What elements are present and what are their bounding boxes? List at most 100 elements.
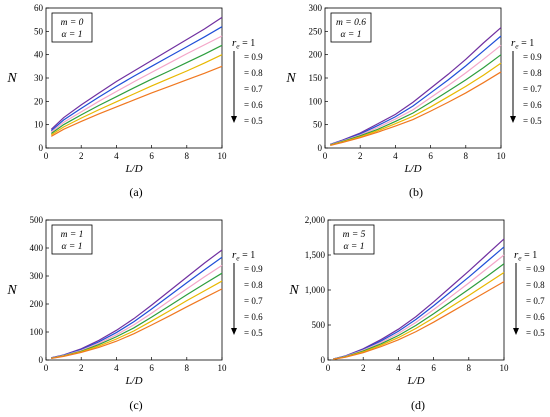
y-tick-label: 0: [39, 355, 44, 365]
parameter-label: m = 0.6: [336, 18, 366, 28]
y-tick-label: 10: [34, 120, 44, 130]
parameter-box: [330, 12, 372, 43]
x-tick-label: 0: [44, 363, 49, 373]
legend-entry: = 0.8: [244, 280, 263, 290]
series-line-6: [50, 65, 223, 137]
x-tick-label: 8: [467, 363, 472, 373]
x-tick-label: 8: [464, 151, 469, 161]
legend-title: re = 1: [511, 37, 534, 51]
y-axis-label: N: [285, 71, 296, 86]
panel-caption: (a): [129, 185, 142, 199]
series-line-3: [333, 254, 505, 360]
legend-entry: = 0.7: [526, 296, 545, 306]
series-line-5: [333, 271, 505, 360]
series-line-6: [51, 288, 223, 360]
legend-arrow-head: [231, 116, 237, 123]
y-tick-label: 20: [34, 96, 44, 106]
series-line-4: [51, 272, 223, 359]
series-line-4: [330, 54, 502, 146]
series-line-4: [333, 263, 505, 360]
legend-entry: = 0.7: [523, 84, 542, 94]
series-line-1: [50, 16, 223, 130]
chart-panel-1: 0 2 4 6 8 10 0 10 20 30 40 50 60 L/D Nm = 0 α = 1 re = 1…: [6, 3, 263, 199]
legend-entry: = 0.8: [244, 68, 263, 78]
x-tick-label: 4: [393, 151, 398, 161]
legend-entry: = 0.8: [523, 68, 542, 78]
x-tick-label: 8: [185, 363, 190, 373]
panel-caption: (b): [409, 185, 423, 199]
x-tick-label: 0: [44, 151, 49, 161]
legend-arrow-head: [513, 328, 519, 335]
x-axis-label: L/D: [124, 163, 142, 175]
series-line-2: [330, 35, 502, 146]
legend-title: re = 1: [232, 37, 255, 51]
parameter-box: [51, 12, 93, 43]
y-tick-label: 40: [34, 50, 44, 60]
y-tick-label: 50: [34, 26, 44, 36]
x-tick-label: 6: [428, 151, 433, 161]
legend-entry: = 0.6: [244, 312, 263, 322]
x-tick-label: 2: [358, 151, 363, 161]
legend-entry: = 0.9: [523, 52, 542, 62]
x-axis-label: L/D: [406, 375, 424, 387]
legend-entry: = 0.5: [244, 328, 263, 338]
y-axis-label: N: [6, 283, 17, 298]
legend-entry: = 0.5: [523, 116, 542, 126]
series-line-2: [333, 246, 505, 360]
y-tick-label: 250: [309, 26, 323, 36]
series-line-4: [50, 44, 223, 135]
y-tick-label: 0: [321, 355, 326, 365]
series-line-3: [330, 44, 502, 146]
parameter-label: α = 1: [344, 242, 365, 252]
series-line-5: [50, 54, 223, 136]
y-tick-label: 100: [30, 327, 44, 337]
x-tick-label: 0: [326, 363, 331, 373]
x-tick-label: 2: [361, 363, 366, 373]
y-tick-label: 1,000: [305, 285, 326, 295]
parameter-box: [51, 224, 93, 255]
legend-entry: = 0.6: [523, 100, 542, 110]
legend-entry: = 0.9: [244, 52, 263, 62]
parameter-label: α = 1: [341, 30, 362, 40]
x-axis-label: L/D: [403, 163, 421, 175]
legend-entry: = 0.8: [526, 280, 545, 290]
series-line-2: [51, 256, 223, 359]
legend-entry: = 0.6: [526, 312, 545, 322]
y-tick-label: 150: [309, 73, 323, 83]
y-tick-label: 500: [30, 215, 44, 225]
x-tick-label: 4: [396, 363, 401, 373]
parameter-label: α = 1: [62, 30, 83, 40]
x-tick-label: 6: [149, 363, 154, 373]
x-tick-label: 6: [431, 363, 436, 373]
plot-frame: [45, 219, 223, 361]
y-tick-label: 0: [318, 143, 323, 153]
series-line-1: [333, 238, 505, 360]
x-tick-label: 10: [500, 363, 510, 373]
chart-panel-4: 0 2 4 6 8 10 0 500 1,000 1,500 2,000 L/D Nm = 5 α = 1…: [288, 215, 545, 412]
series-line-2: [50, 26, 223, 132]
parameter-label: m = 0: [61, 18, 84, 28]
panel-caption: (d): [411, 398, 425, 412]
y-tick-label: 200: [309, 50, 323, 60]
x-tick-label: 10: [497, 151, 507, 161]
x-tick-label: 2: [79, 363, 84, 373]
y-tick-label: 60: [34, 3, 44, 13]
y-tick-label: 300: [309, 3, 323, 13]
series-line-6: [333, 281, 505, 360]
x-tick-label: 6: [149, 151, 154, 161]
x-tick-label: 2: [79, 151, 84, 161]
legend-entry: = 0.9: [526, 264, 545, 274]
y-axis-label: N: [6, 71, 17, 86]
series-line-3: [51, 264, 223, 359]
series-line-1: [51, 249, 223, 359]
parameter-label: α = 1: [62, 242, 83, 252]
legend-arrow-head: [231, 328, 237, 335]
legend-entry: = 0.5: [244, 116, 263, 126]
y-tick-label: 50: [313, 120, 323, 130]
y-tick-label: 300: [30, 271, 44, 281]
x-tick-label: 8: [185, 151, 190, 161]
x-tick-label: 10: [218, 151, 228, 161]
